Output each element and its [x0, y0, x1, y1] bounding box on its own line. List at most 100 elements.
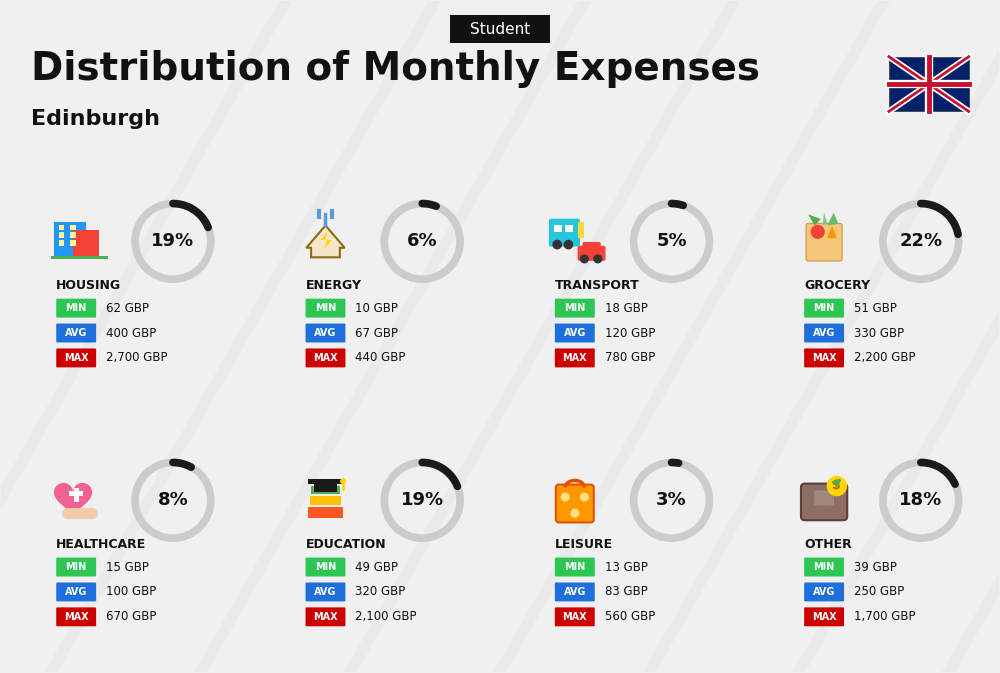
FancyBboxPatch shape	[70, 225, 76, 230]
Text: MIN: MIN	[315, 303, 336, 313]
FancyBboxPatch shape	[56, 558, 96, 577]
FancyBboxPatch shape	[308, 507, 343, 518]
FancyBboxPatch shape	[59, 240, 64, 246]
FancyBboxPatch shape	[814, 491, 834, 505]
Text: 670 GBP: 670 GBP	[106, 610, 156, 623]
Polygon shape	[827, 225, 837, 238]
FancyBboxPatch shape	[555, 349, 595, 367]
Text: MIN: MIN	[564, 562, 585, 572]
FancyBboxPatch shape	[308, 479, 343, 485]
FancyBboxPatch shape	[59, 225, 64, 230]
Text: 120 GBP: 120 GBP	[605, 326, 655, 339]
FancyBboxPatch shape	[306, 299, 345, 318]
FancyBboxPatch shape	[56, 324, 96, 343]
Circle shape	[553, 240, 561, 249]
Text: 15 GBP: 15 GBP	[106, 561, 149, 573]
Text: AVG: AVG	[564, 328, 586, 338]
Text: 320 GBP: 320 GBP	[355, 586, 406, 598]
FancyBboxPatch shape	[59, 232, 64, 238]
Text: AVG: AVG	[65, 328, 87, 338]
Text: 6%: 6%	[407, 232, 438, 250]
Text: 18 GBP: 18 GBP	[605, 302, 648, 314]
Text: MAX: MAX	[562, 612, 587, 622]
FancyBboxPatch shape	[70, 240, 76, 246]
FancyBboxPatch shape	[555, 558, 595, 577]
Circle shape	[564, 240, 573, 249]
FancyBboxPatch shape	[310, 495, 341, 505]
Polygon shape	[54, 483, 92, 518]
Polygon shape	[808, 214, 821, 225]
Text: 8%: 8%	[158, 491, 188, 509]
Text: GROCERY: GROCERY	[804, 279, 870, 291]
FancyBboxPatch shape	[56, 299, 96, 318]
FancyBboxPatch shape	[804, 607, 844, 627]
Polygon shape	[827, 213, 838, 225]
Polygon shape	[306, 225, 345, 257]
FancyBboxPatch shape	[555, 299, 595, 318]
Text: 62 GBP: 62 GBP	[106, 302, 149, 314]
Text: AVG: AVG	[564, 587, 586, 597]
FancyBboxPatch shape	[804, 582, 844, 602]
Text: 39 GBP: 39 GBP	[854, 561, 897, 573]
Text: Edinburgh: Edinburgh	[31, 109, 160, 129]
FancyBboxPatch shape	[306, 582, 345, 602]
Text: 2,700 GBP: 2,700 GBP	[106, 351, 168, 364]
FancyBboxPatch shape	[56, 582, 96, 602]
Text: 1,700 GBP: 1,700 GBP	[854, 610, 916, 623]
Text: EDUCATION: EDUCATION	[306, 538, 386, 551]
Text: MAX: MAX	[64, 353, 88, 363]
FancyBboxPatch shape	[806, 223, 842, 261]
FancyBboxPatch shape	[311, 486, 340, 494]
FancyBboxPatch shape	[554, 225, 562, 232]
FancyBboxPatch shape	[804, 349, 844, 367]
Text: HOUSING: HOUSING	[56, 279, 121, 291]
Text: 100 GBP: 100 GBP	[106, 586, 156, 598]
FancyBboxPatch shape	[578, 222, 584, 238]
Text: MAX: MAX	[64, 612, 88, 622]
Text: MIN: MIN	[813, 562, 835, 572]
FancyBboxPatch shape	[51, 256, 108, 259]
FancyBboxPatch shape	[804, 299, 844, 318]
FancyBboxPatch shape	[54, 222, 86, 257]
FancyBboxPatch shape	[582, 242, 601, 253]
FancyBboxPatch shape	[73, 230, 99, 257]
FancyBboxPatch shape	[314, 483, 337, 493]
Text: MIN: MIN	[66, 303, 87, 313]
Text: MAX: MAX	[313, 612, 338, 622]
FancyBboxPatch shape	[555, 324, 595, 343]
Text: TRANSPORT: TRANSPORT	[555, 279, 640, 291]
Text: 2,100 GBP: 2,100 GBP	[355, 610, 417, 623]
FancyBboxPatch shape	[555, 607, 595, 627]
Text: 19%: 19%	[401, 491, 444, 509]
Text: 83 GBP: 83 GBP	[605, 586, 647, 598]
FancyBboxPatch shape	[804, 558, 844, 577]
Text: 440 GBP: 440 GBP	[355, 351, 406, 364]
Text: 22%: 22%	[899, 232, 942, 250]
Text: MIN: MIN	[315, 562, 336, 572]
FancyBboxPatch shape	[74, 487, 79, 502]
FancyBboxPatch shape	[578, 246, 606, 261]
Text: MIN: MIN	[813, 303, 835, 313]
Text: MAX: MAX	[562, 353, 587, 363]
Circle shape	[581, 493, 588, 501]
Text: 3%: 3%	[656, 491, 687, 509]
Circle shape	[571, 509, 579, 517]
Text: 2,200 GBP: 2,200 GBP	[854, 351, 916, 364]
Text: LEISURE: LEISURE	[555, 538, 613, 551]
Circle shape	[561, 493, 569, 501]
Text: MAX: MAX	[812, 353, 836, 363]
Text: AVG: AVG	[314, 328, 337, 338]
Text: AVG: AVG	[314, 587, 337, 597]
FancyBboxPatch shape	[70, 232, 76, 238]
Text: Student: Student	[470, 22, 530, 37]
Circle shape	[581, 255, 588, 262]
FancyBboxPatch shape	[565, 225, 573, 232]
Text: 18%: 18%	[899, 491, 942, 509]
Text: 10 GBP: 10 GBP	[355, 302, 398, 314]
Text: MAX: MAX	[313, 353, 338, 363]
FancyBboxPatch shape	[549, 219, 580, 246]
FancyBboxPatch shape	[306, 558, 345, 577]
FancyBboxPatch shape	[69, 491, 83, 497]
Circle shape	[811, 225, 824, 238]
Text: 49 GBP: 49 GBP	[355, 561, 398, 573]
